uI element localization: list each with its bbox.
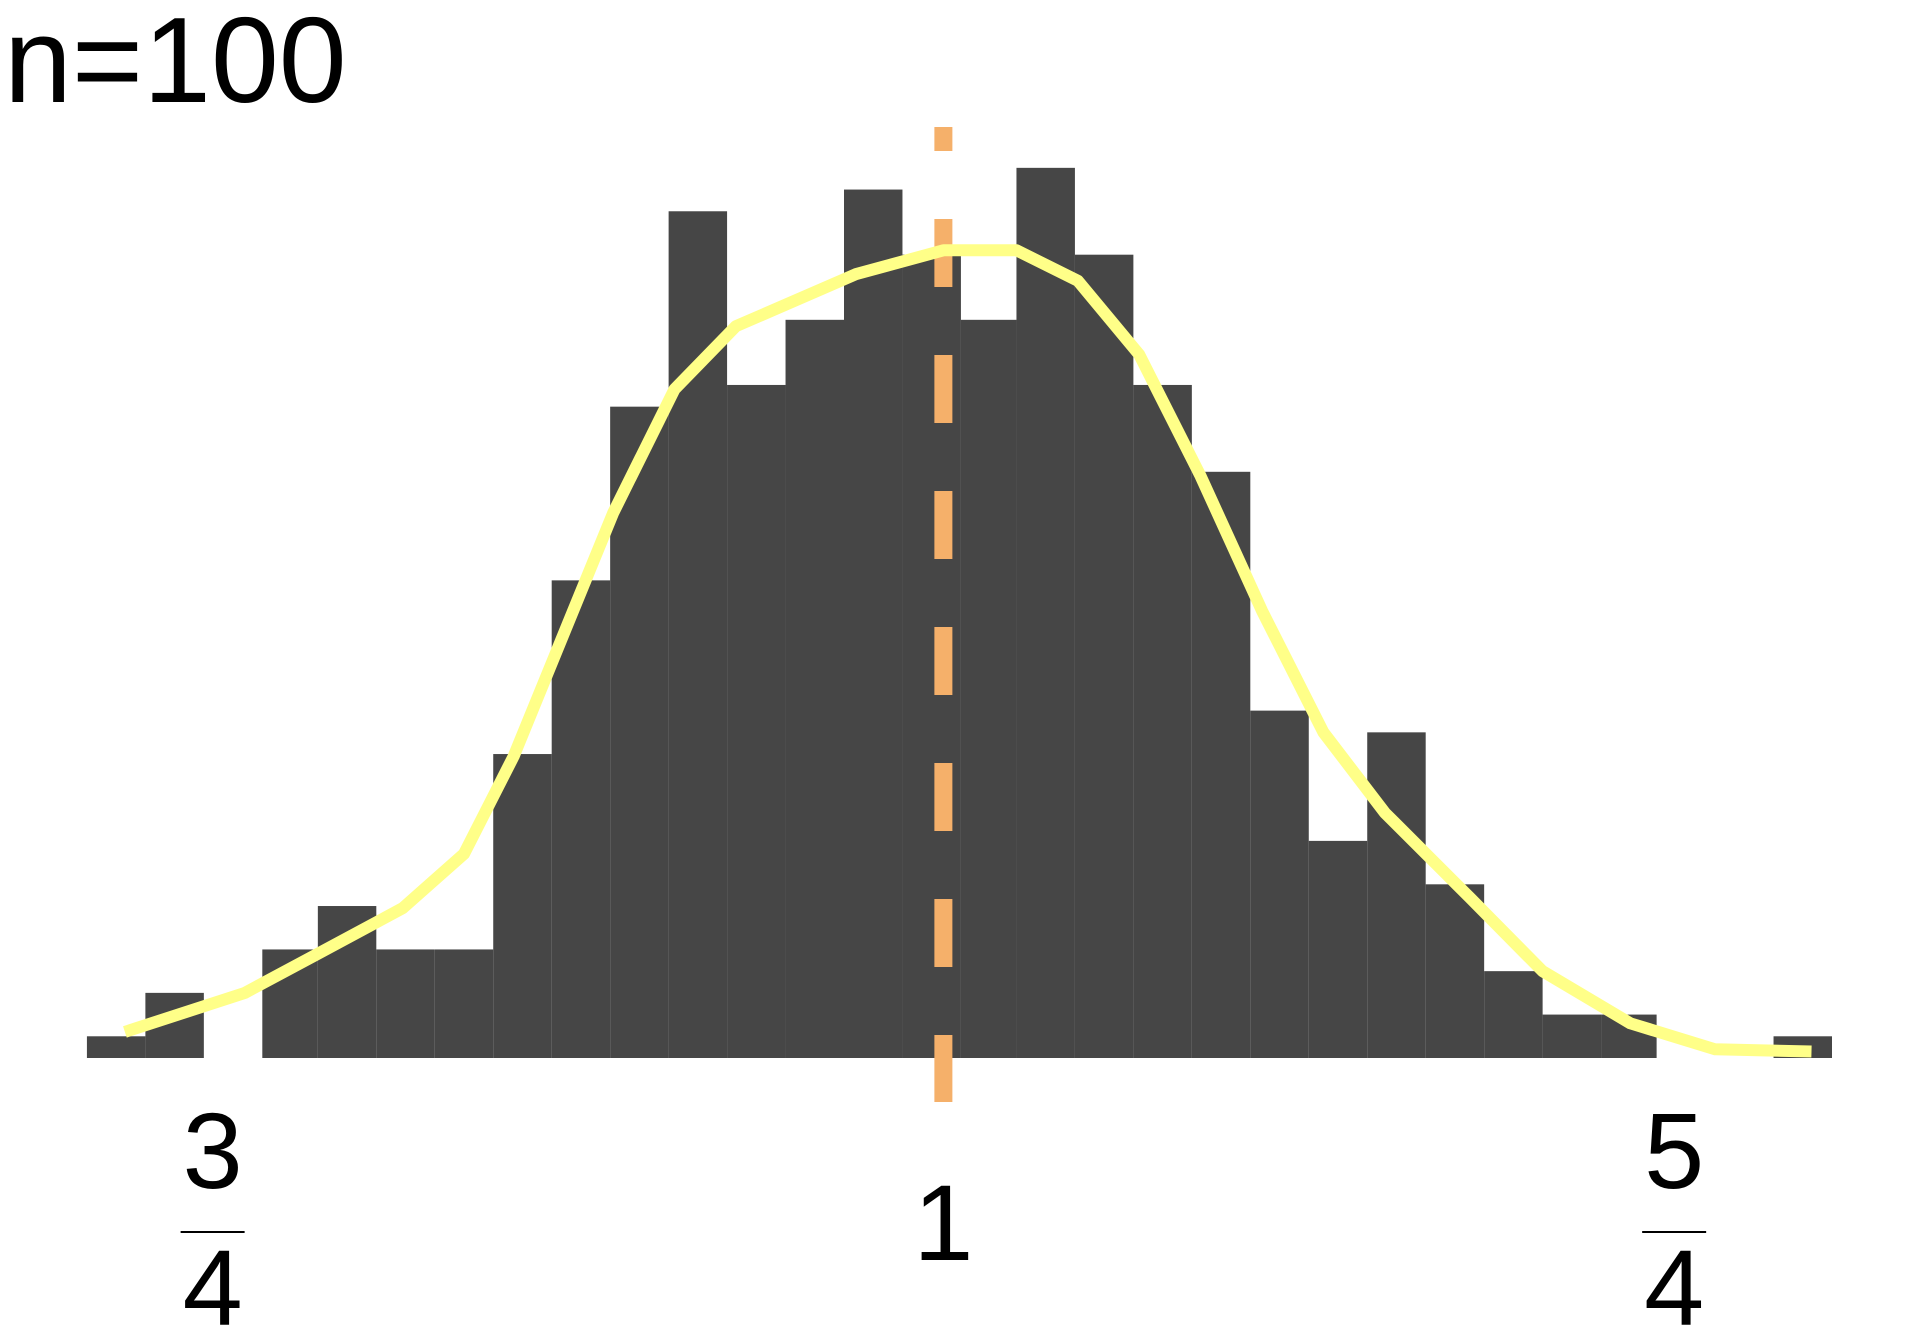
bar [727,384,786,1058]
bar [610,406,669,1059]
bar [86,1036,146,1058]
bar [785,319,844,1058]
bar [1016,167,1075,1058]
x-tick-numerator: 3 [183,1090,243,1211]
x-tick-numerator: 5 [1644,1090,1704,1211]
bar [1074,254,1134,1058]
bar [434,949,494,1058]
bar [376,949,435,1058]
bar [1250,710,1309,1058]
bar [493,754,552,1058]
bar [1542,1014,1602,1058]
density-curve [123,244,1812,1058]
bar [1484,971,1543,1058]
bar [1367,732,1426,1058]
bar [844,189,903,1059]
bar [1133,384,1192,1058]
chart-title: n=100 [4,0,347,128]
bar [551,580,611,1058]
bar [960,319,1017,1058]
bar [1308,840,1368,1058]
x-tick-denominator: 4 [1644,1227,1704,1344]
x-tick-label: 1 [913,1162,973,1283]
bar [1425,884,1485,1058]
x-tick-denominator: 4 [183,1227,243,1344]
